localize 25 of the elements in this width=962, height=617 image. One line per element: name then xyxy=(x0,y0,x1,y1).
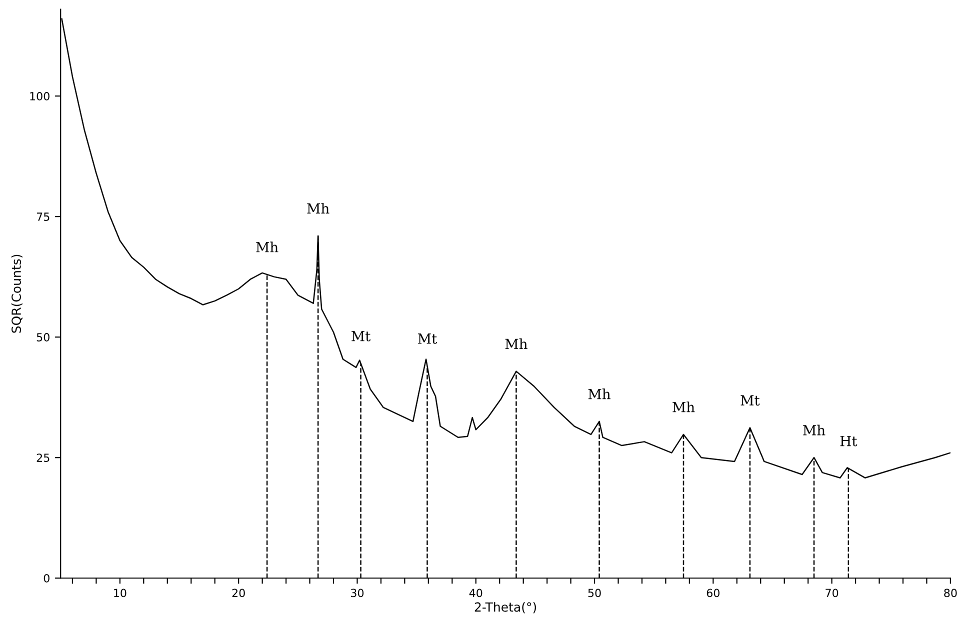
x-axis-title: 2-Theta(°) xyxy=(474,602,536,614)
ref-line-label: Mt xyxy=(352,330,371,342)
x-tick-label: 60 xyxy=(706,588,720,598)
ref-line-label: Mh xyxy=(307,202,330,214)
x-tick-label: 40 xyxy=(469,588,482,598)
x-tick-label: 70 xyxy=(826,588,838,598)
ref-line-label: Mh xyxy=(588,388,610,400)
ref-line-label: Mh xyxy=(256,242,278,252)
y-tick-label: 0 xyxy=(44,574,50,583)
x-tick-label: 20 xyxy=(232,588,245,598)
x-tick-label: 80 xyxy=(944,588,957,598)
ref-line-label: Mh xyxy=(672,402,695,412)
ref-line-label: Mh xyxy=(803,424,826,436)
x-tick-label: 30 xyxy=(351,588,364,598)
ref-line-label: Mt xyxy=(418,334,438,344)
y-tick-label: 50 xyxy=(36,333,50,342)
x-tick-label: 10 xyxy=(114,588,126,598)
y-tick-label: 25 xyxy=(36,454,50,462)
y-tick-label: 100 xyxy=(30,92,50,100)
y-tick-label: 75 xyxy=(36,212,50,221)
x-tick-label: 50 xyxy=(588,588,601,598)
ref-line-label: Mt xyxy=(740,395,760,406)
ref-line-label: Mh xyxy=(505,338,528,349)
y-axis-title: SQR(Counts) xyxy=(11,254,22,333)
ref-line-label: Ht xyxy=(840,436,858,446)
